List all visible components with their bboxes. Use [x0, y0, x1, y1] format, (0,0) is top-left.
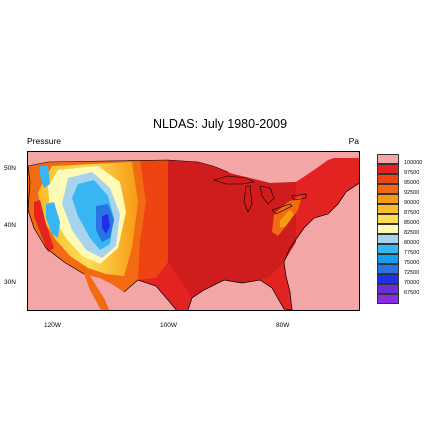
lon-label-120W: 120W [44, 322, 61, 329]
lake-michigan [243, 185, 253, 213]
colorbar-swatch [377, 164, 399, 174]
colorbar-label: 92500 [404, 190, 420, 196]
lat-label-40N: 40N [4, 222, 16, 229]
colorbar-label: 72500 [404, 270, 420, 276]
coastline [28, 165, 359, 310]
colorbar-swatch [377, 294, 399, 304]
colorbar-label: 80000 [404, 240, 420, 246]
colorbar-swatch [377, 214, 399, 224]
colorbar-label: 75000 [404, 260, 420, 266]
lon-label-80W: 80W [276, 322, 290, 329]
colorbar-swatch [377, 254, 399, 264]
colorbar-label: 67500 [404, 290, 420, 296]
colorbar-swatch [377, 194, 399, 204]
cascades-blue [40, 166, 50, 188]
colorado-peak [102, 214, 110, 234]
east-region [168, 160, 296, 298]
plot-title: NLDAS: July 1980-2009 [152, 117, 288, 131]
colorbar-label: 70000 [404, 280, 420, 286]
baja [84, 274, 110, 310]
lake-ontario [291, 193, 307, 201]
appalachian-peak [280, 210, 294, 228]
colorbar-swatch [377, 174, 399, 184]
colorbar-label: 87500 [404, 210, 420, 216]
central-valley [34, 200, 54, 252]
colorbar-label: 85000 [404, 220, 420, 226]
lake-huron [259, 185, 275, 205]
colorbar-swatch [377, 224, 399, 234]
colorbar-swatch [377, 244, 399, 254]
units-label: Pa [348, 136, 359, 146]
map-panel [27, 151, 360, 311]
lake-superior [212, 175, 255, 185]
lon-label-100W: 100W [160, 322, 177, 329]
colorbar-label: 97500 [404, 170, 420, 176]
colorbar-label: 90000 [404, 200, 420, 206]
colorbar-label: 82500 [404, 230, 420, 236]
plains-region [138, 160, 168, 280]
left-string: Pressure [27, 136, 62, 146]
colorbar-swatch [377, 284, 399, 294]
colorbar-swatch [377, 264, 399, 274]
colorbar-swatch [377, 154, 399, 164]
colorbar-label: 95000 [404, 180, 420, 186]
border-canada [28, 159, 229, 173]
lat-label-30N: 30N [4, 279, 16, 286]
sierra-blue [46, 202, 60, 238]
colorbar-label: 100000 [404, 160, 423, 166]
pressure-map [28, 152, 359, 310]
colorbar-swatch [377, 234, 399, 244]
colorbar-label: 77500 [404, 250, 420, 256]
colorbar-swatch [377, 184, 399, 194]
lake-erie [271, 203, 293, 215]
colorbar-swatch [377, 204, 399, 214]
colorbar-swatch [377, 274, 399, 284]
lat-label-50N: 50N [4, 165, 16, 172]
